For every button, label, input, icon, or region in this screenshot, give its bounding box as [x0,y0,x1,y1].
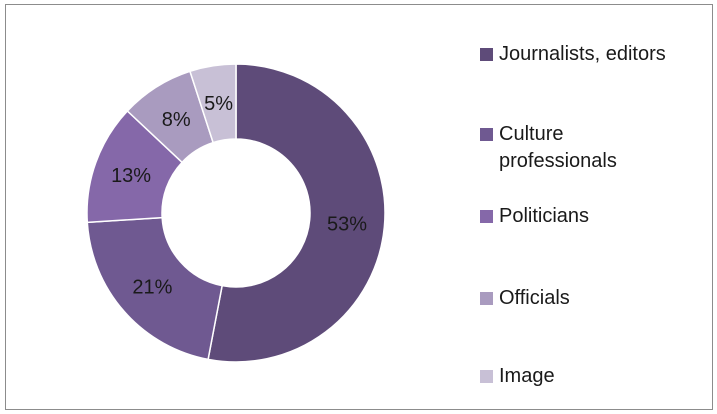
legend-label: Journalists, editors [499,43,666,65]
legend-label: Politicians [499,205,590,227]
legend-swatch [480,128,493,141]
slice-image [189,63,237,144]
slice-journalists [207,63,386,363]
legend-item-journalists: Journalists, editors [480,41,699,68]
legend-swatch [480,292,493,305]
slice-label-officials: 8% [162,109,191,131]
legend-label: Image [499,365,555,387]
slice-label-image: 5% [204,93,233,115]
chart-area: 53% 21% 13% 8% 5% Journalists, editors Cultu… [5,4,713,410]
slice-culture-professionals [86,216,224,361]
slice-label-journalists: 53% [327,213,367,235]
legend-swatch [480,370,493,383]
legend-label: Officials [499,287,570,309]
slice-label-culture-professionals: 21% [132,277,172,299]
slice-label-politicians: 13% [111,165,151,187]
legend-label: Culture professionals [499,123,617,172]
donut-chart: 53% 21% 13% 8% 5% [86,63,386,363]
legend-swatch [480,210,493,223]
legend-item-politicians: Politicians [480,203,699,230]
legend-item-image: Image [480,363,699,390]
legend-item-officials: Officials [480,285,699,312]
legend-item-culture-professionals: Culture professionals [480,121,649,175]
legend-swatch [480,48,493,61]
